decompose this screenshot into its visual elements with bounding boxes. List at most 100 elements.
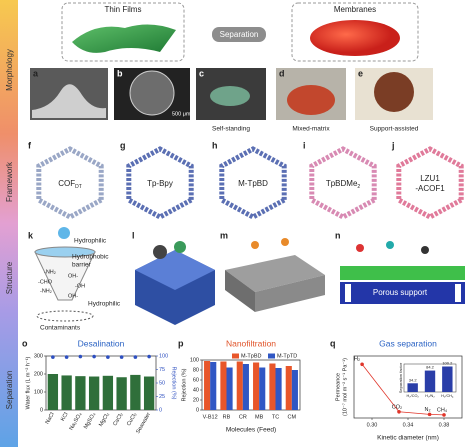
y2-tick-label: 25 [159, 394, 165, 400]
framework-ring [219, 146, 287, 220]
row-label: Framework [5, 161, 14, 202]
caption: Mixed-matrix [292, 126, 330, 133]
molecule [356, 244, 364, 252]
framework-label: -ACOF1 [415, 184, 445, 193]
permeance-point [442, 413, 446, 417]
panel-letter: g [120, 140, 126, 150]
water [58, 227, 70, 239]
group: -OH [75, 283, 85, 289]
y-tick-label: 200 [34, 371, 43, 377]
framework-ring [126, 146, 194, 220]
inset-value: 100.2 [442, 361, 453, 366]
framework-label: COFDT [58, 179, 82, 190]
legend-label: M-TpTD [277, 353, 297, 359]
inset-bar [407, 383, 418, 392]
separation-label: Separation [220, 30, 259, 39]
bar [269, 363, 276, 410]
molecule [174, 241, 186, 253]
panel-letter: o [22, 338, 28, 348]
label: Hydrophobic [72, 254, 109, 261]
photo-detail [32, 84, 106, 118]
bar [220, 361, 227, 410]
bar [204, 361, 211, 410]
x-axis-label: Molecules (Feed) [226, 427, 276, 434]
thin-film-box [61, 2, 185, 62]
framework-block-top [135, 250, 215, 290]
x-tick-label: CaCl₂ [112, 412, 124, 427]
photo-detail [210, 86, 250, 106]
y2-tick-label: 75 [159, 367, 165, 373]
framework-ring [309, 146, 377, 220]
panel-letter: a [33, 68, 39, 78]
panel-letter: d [279, 68, 285, 78]
caption: Support-assisted [370, 126, 419, 133]
membrane-box [291, 2, 419, 62]
photo-detail [374, 72, 414, 112]
membrane-layer [225, 255, 325, 292]
bar [116, 377, 127, 410]
selective-layer [340, 266, 465, 280]
bar [291, 370, 298, 410]
support-layer [340, 282, 465, 304]
x-tick-label: V-B12 [203, 414, 218, 420]
rejection-point [92, 354, 96, 359]
y-tick-label: 40 [193, 387, 199, 393]
membranes-label: Membranes [334, 5, 376, 14]
separation-pill [212, 27, 266, 42]
pore [455, 284, 461, 302]
framework-ring [396, 146, 464, 220]
bar [275, 368, 282, 410]
contaminant-pool [36, 310, 94, 322]
y-tick-label: 100 [34, 389, 43, 395]
x-tick-label: 0.38 [439, 422, 450, 428]
thin-films-label: Thin Films [105, 5, 142, 14]
panel-letter: n [335, 230, 341, 240]
molecule [386, 241, 394, 249]
chart-title: Desalination [78, 338, 125, 348]
x-tick-label: MgCl₂ [98, 412, 111, 428]
funnel-top [34, 246, 96, 258]
x-tick-label: NaCl [45, 412, 56, 426]
panel-letter: h [212, 140, 218, 150]
bar [285, 366, 292, 410]
group: -NH₂ [40, 288, 52, 294]
y-axis-label: Permeance [335, 373, 341, 401]
rejection-point [119, 355, 124, 359]
x-tick-label: 0.30 [367, 422, 378, 428]
panel-letter: k [28, 230, 34, 240]
y-tick-label: 0 [196, 407, 199, 413]
x-tick-label: MgSO₄ [83, 411, 97, 430]
y-tick-label: 300 [34, 353, 43, 359]
panel-letter: p [178, 338, 184, 348]
panel-letter: q [330, 338, 336, 348]
molecule [421, 246, 429, 254]
permeance-line [361, 364, 445, 416]
row-label: Separation [5, 371, 14, 410]
label: Porous support [373, 288, 428, 297]
framework-label: Tp-Bpy [147, 179, 173, 188]
group: -CHO [38, 279, 53, 285]
label: Hydrophilic [88, 301, 121, 308]
sidebar [0, 0, 18, 447]
plot-frame [201, 359, 301, 411]
molecule [153, 245, 167, 259]
bar [102, 375, 114, 410]
membrane-layer [225, 270, 255, 312]
bar [75, 376, 86, 410]
panel-letter: f [28, 140, 32, 150]
permeance-point [397, 410, 401, 414]
inset-title: Separation factor [398, 362, 403, 393]
inset-bar [424, 370, 436, 392]
x-tick-label: 0.34 [403, 422, 414, 428]
y-axis-label: (10⁻⁷ mol m⁻² s⁻¹ Pa⁻¹) [341, 358, 348, 416]
y-tick-label: 0 [40, 407, 43, 413]
chart-title: Nanofiltration [226, 338, 276, 348]
y-tick-label: 20 [193, 397, 199, 403]
caption: Self-standing [212, 126, 250, 133]
bar [47, 374, 59, 410]
rejection-point [78, 354, 83, 359]
y-tick-label: 60 [193, 377, 199, 383]
y-axis-label: Rejection (%) [181, 368, 187, 401]
membrane [310, 20, 400, 56]
